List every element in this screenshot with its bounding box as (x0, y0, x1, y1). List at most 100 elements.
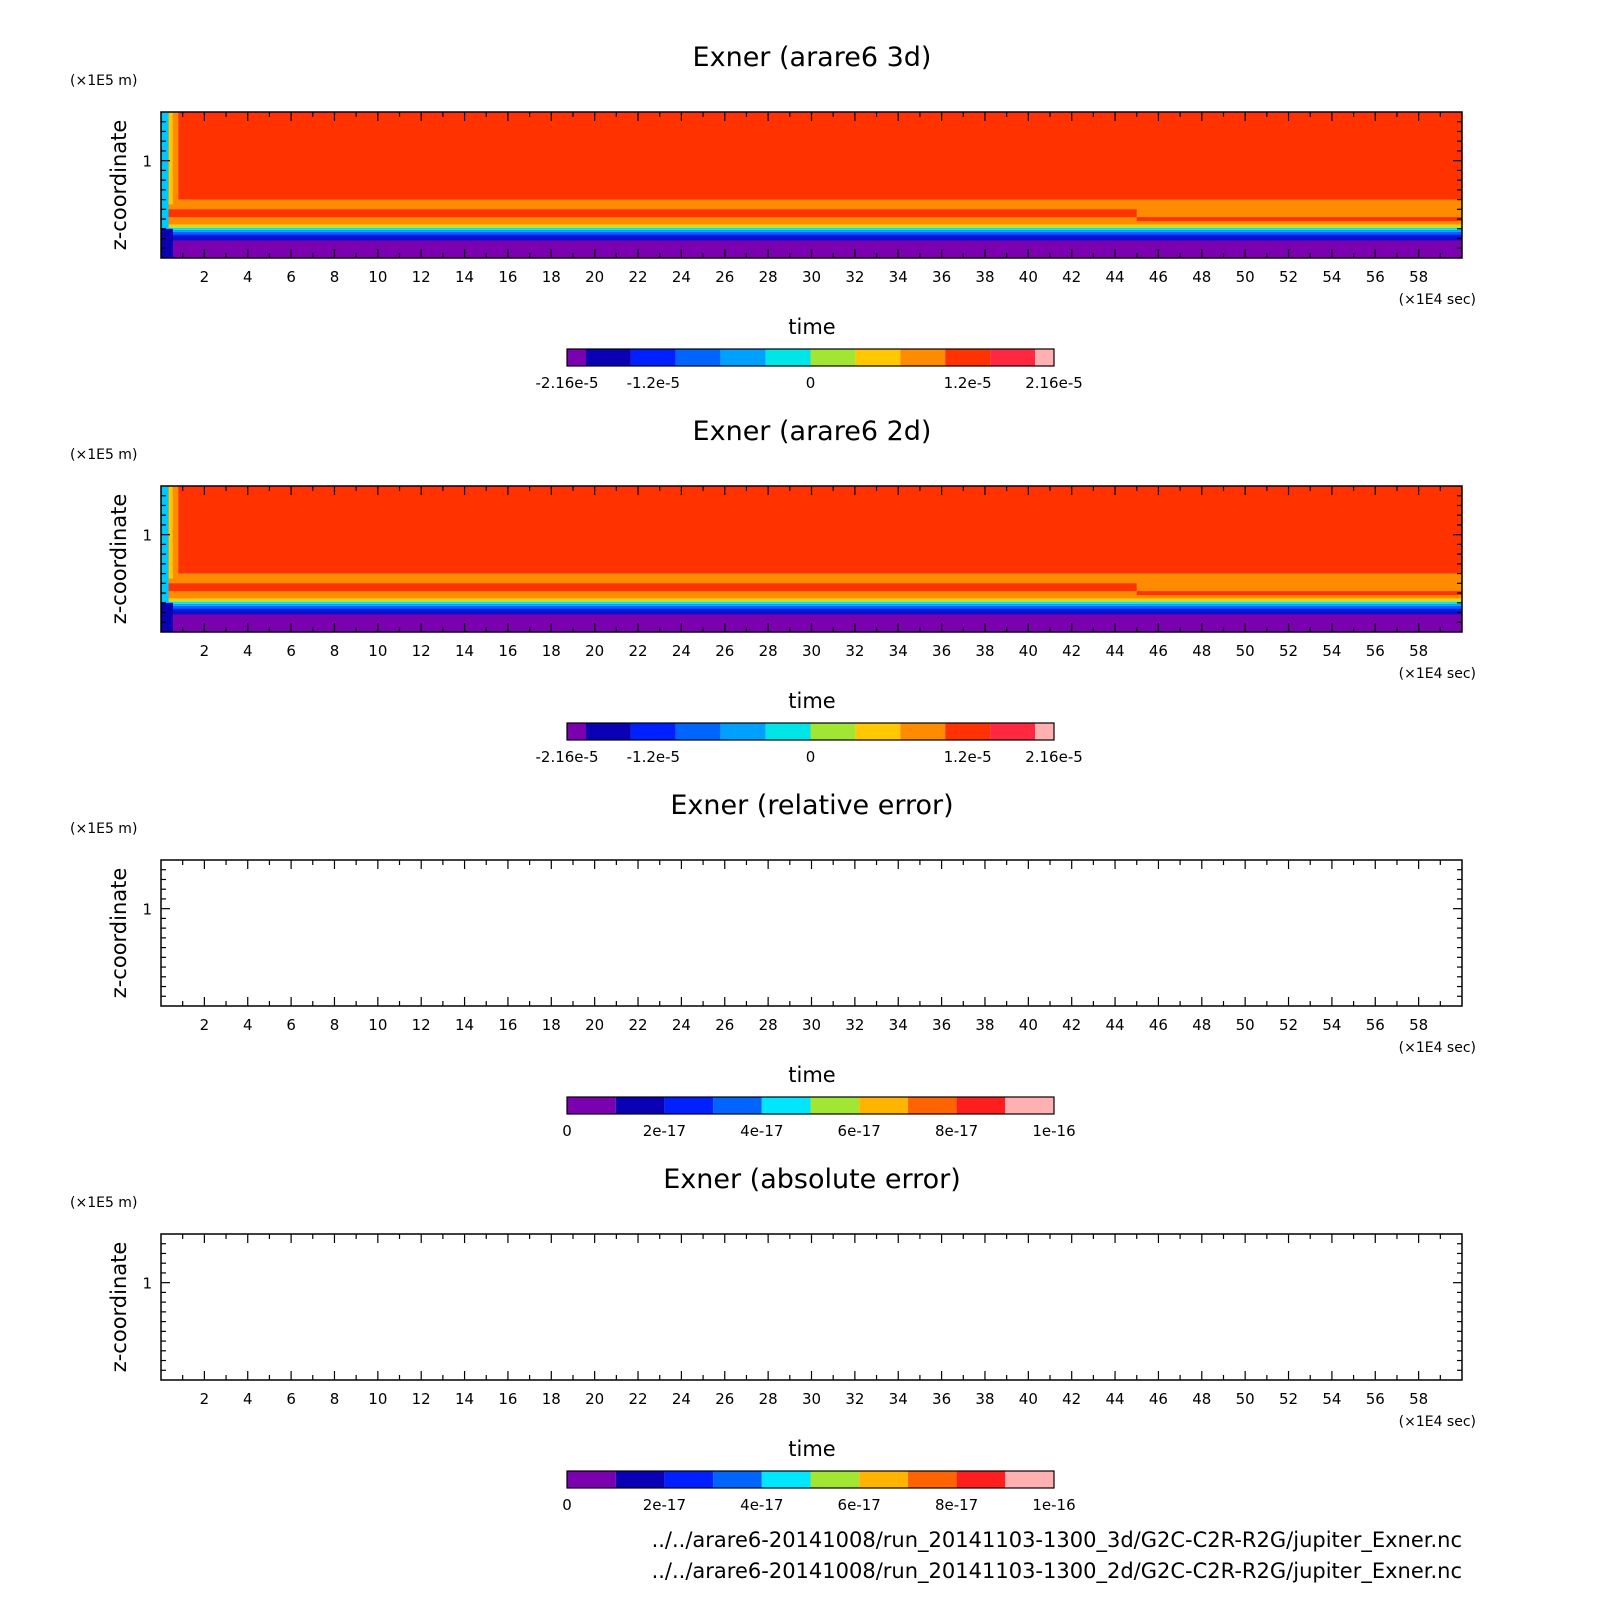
band-light-blue (163, 603, 1462, 606)
band-bottom-purple (163, 236, 1462, 258)
tick-marks (161, 486, 1462, 632)
colorbar: 0 2e-17 4e-17 6e-17 8e-17 1e-16 (562, 1096, 1076, 1140)
x-tick-label: 40 (1019, 642, 1038, 660)
edge-column-blue (161, 228, 173, 258)
edge-column-yellow (168, 486, 173, 579)
band-cyan (163, 227, 1462, 230)
x-unit-label: (×1E4 sec) (1399, 1040, 1476, 1056)
x-tick-label: 6 (286, 1390, 296, 1408)
x-tick-label: 4 (243, 1016, 253, 1034)
x-tick-label: 50 (1236, 642, 1255, 660)
colorbar-tick-label: 1e-16 (1032, 1496, 1075, 1514)
x-tick-label: 26 (715, 1390, 734, 1408)
y-unit-label: (×1E5 m) (70, 73, 137, 89)
colorbar-swatch (630, 723, 676, 740)
x-unit-label: (×1E4 sec) (1399, 1414, 1476, 1430)
colorbar-tick-label: 4e-17 (740, 1496, 783, 1514)
x-tick-label: 48 (1192, 1016, 1211, 1034)
x-tick-label: 50 (1236, 1016, 1255, 1034)
colorbar-tick-label: 6e-17 (838, 1496, 881, 1514)
x-tick-label: 30 (802, 1390, 821, 1408)
colorbar-swatch (664, 1097, 714, 1114)
x-tick-label: 46 (1149, 268, 1168, 286)
x-tick-label: 30 (802, 1016, 821, 1034)
x-tick-label: 36 (932, 268, 951, 286)
x-tick-label: 10 (368, 1016, 387, 1034)
band-yellow (163, 224, 1462, 227)
colorbar-swatch (713, 1097, 762, 1114)
y-tick-label: 1 (142, 153, 152, 171)
colorbar-swatch (761, 1097, 811, 1114)
x-tick-label: 22 (628, 1390, 647, 1408)
x-tick-label: 24 (672, 268, 691, 286)
chart-title: Exner (arare6 2d) (693, 416, 932, 447)
x-tick-label: 46 (1149, 642, 1168, 660)
colorbar-swatch (907, 1097, 957, 1114)
colorbar-swatch (945, 723, 991, 740)
x-tick-label: 20 (585, 1390, 604, 1408)
x-tick-label: 4 (243, 268, 253, 286)
colorbar-frame (566, 1096, 1055, 1115)
band-mid-blue (163, 605, 1462, 609)
y-unit-label: (×1E5 m) (70, 821, 137, 837)
edge-column-blue (161, 602, 173, 632)
x-tick-label: 2 (200, 1016, 210, 1034)
y-axis-label: z-coordinate (107, 1242, 131, 1373)
panels: Exner (arare6 3d)(×1E5 m)2 4 6 8 10 12 14 16 18 2… (70, 42, 1476, 1514)
band-light-blue (163, 229, 1462, 232)
y-unit-label: (×1E5 m) (70, 447, 137, 463)
y-axis-label: z-coordinate (107, 868, 131, 999)
x-tick-label: 46 (1149, 1016, 1168, 1034)
x-tick-label: 42 (1062, 268, 1081, 286)
band-red-intrusion (163, 209, 1137, 218)
band-green (163, 226, 1462, 228)
colorbar-swatch (810, 723, 856, 740)
x-tick-label: 6 (286, 642, 296, 660)
tick-marks (161, 1234, 1462, 1380)
colorbar-swatch (615, 1471, 665, 1488)
x-tick-label: 4 (243, 642, 253, 660)
x-unit-label: (×1E4 sec) (1399, 666, 1476, 682)
x-tick-label: 10 (368, 268, 387, 286)
colorbar-tick-label: 8e-17 (935, 1122, 978, 1140)
x-tick-label: 46 (1149, 1390, 1168, 1408)
colorbar-tick-label: 2.16e-5 (1025, 748, 1083, 766)
colorbar-swatch (675, 349, 721, 366)
x-tick-label: 8 (330, 642, 340, 660)
contour-field (161, 486, 1462, 632)
x-tick-label: 22 (628, 268, 647, 286)
x-tick-label: 32 (845, 642, 864, 660)
x-tick-label: 24 (672, 1390, 691, 1408)
colorbar-tick-label: 2e-17 (643, 1122, 686, 1140)
band-red-intrusion (163, 583, 1137, 592)
band-bottom-purple (163, 610, 1462, 632)
band-red-late (1136, 591, 1462, 596)
x-tick-label: 40 (1019, 1390, 1038, 1408)
x-axis-label: time (788, 1063, 835, 1087)
x-tick-label: 38 (975, 268, 994, 286)
x-tick-label: 34 (889, 1390, 908, 1408)
x-tick-label: 56 (1366, 1390, 1385, 1408)
y-unit-label: (×1E5 m) (70, 1195, 137, 1211)
colorbar-tick-label: 0 (806, 374, 816, 392)
x-tick-label: 52 (1279, 1390, 1298, 1408)
y-axis-label: z-coordinate (107, 494, 131, 625)
x-tick-label: 44 (1106, 1390, 1125, 1408)
x-tick-label: 8 (330, 1390, 340, 1408)
y-tick-label: 1 (142, 527, 152, 545)
x-tick-label: 38 (975, 1390, 994, 1408)
x-tick-label: 26 (715, 1016, 734, 1034)
chart-title: Exner (arare6 3d) (693, 42, 932, 73)
colorbar-swatch (675, 723, 721, 740)
colorbar-tick-label: 8e-17 (935, 1496, 978, 1514)
x-tick-label: 14 (455, 1390, 474, 1408)
x-tick-label: 18 (542, 1016, 561, 1034)
x-axis-label: time (788, 1437, 835, 1461)
band-cyan (163, 601, 1462, 604)
x-tick-label: 40 (1019, 1016, 1038, 1034)
colorbar-tick-label: -2.16e-5 (536, 748, 599, 766)
colorbar-swatch (567, 349, 586, 366)
edge-column-orange (172, 112, 179, 200)
x-tick-label: 48 (1192, 642, 1211, 660)
chart-title: Exner (absolute error) (663, 1164, 961, 1195)
